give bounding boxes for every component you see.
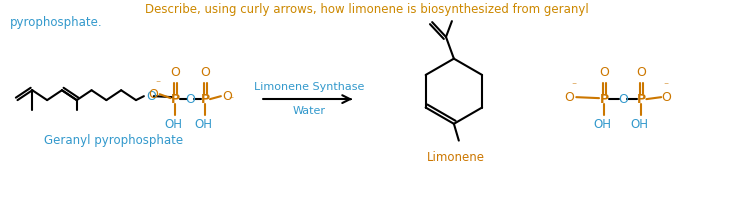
Text: OH: OH: [631, 118, 648, 131]
Text: ⁻: ⁻: [664, 81, 669, 91]
Text: Describe, using curly arrows, how limonene is biosynthesized from geranyl: Describe, using curly arrows, how limone…: [145, 3, 589, 16]
Text: O: O: [146, 90, 156, 103]
Text: O: O: [148, 88, 158, 101]
Text: O: O: [200, 66, 210, 79]
Text: ⁻: ⁻: [155, 79, 160, 89]
Text: Limonene: Limonene: [427, 152, 485, 164]
Text: O: O: [599, 66, 609, 79]
Text: P: P: [200, 93, 210, 106]
Text: P: P: [171, 93, 180, 106]
Text: Water: Water: [293, 106, 326, 116]
Text: O: O: [618, 93, 628, 106]
Text: O: O: [186, 93, 195, 106]
Text: OH: OH: [194, 118, 212, 131]
Text: Geranyl pyrophosphate: Geranyl pyrophosphate: [44, 134, 183, 147]
Text: pyrophosphate.: pyrophosphate.: [10, 16, 102, 29]
Text: P: P: [600, 93, 608, 106]
Text: O: O: [661, 91, 671, 104]
Text: O: O: [636, 66, 647, 79]
Text: ⁻: ⁻: [572, 81, 577, 91]
Text: O: O: [564, 91, 574, 104]
Text: Limonene Synthase: Limonene Synthase: [254, 82, 365, 92]
Text: P: P: [637, 93, 646, 106]
Text: OH: OH: [164, 118, 183, 131]
Text: O: O: [222, 90, 232, 103]
Text: O: O: [170, 66, 181, 79]
Text: OH: OH: [593, 118, 611, 131]
Text: ⁻: ⁻: [229, 95, 234, 105]
